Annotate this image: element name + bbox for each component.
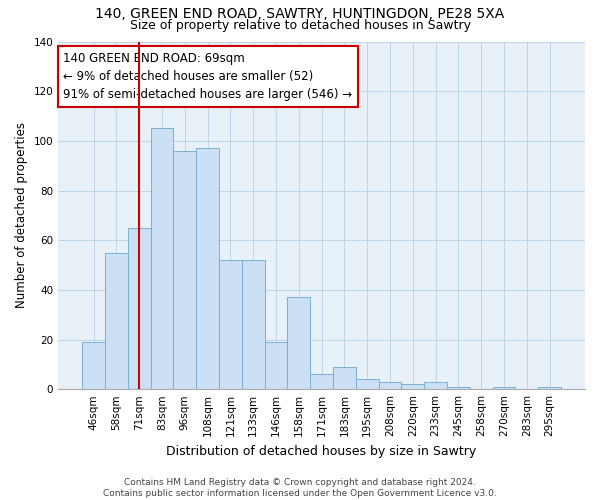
Text: 140 GREEN END ROAD: 69sqm
← 9% of detached houses are smaller (52)
91% of semi-d: 140 GREEN END ROAD: 69sqm ← 9% of detach… — [64, 52, 353, 101]
Bar — [287, 298, 310, 389]
Y-axis label: Number of detached properties: Number of detached properties — [15, 122, 28, 308]
Text: 140, GREEN END ROAD, SAWTRY, HUNTINGDON, PE28 5XA: 140, GREEN END ROAD, SAWTRY, HUNTINGDON,… — [95, 8, 505, 22]
Bar — [265, 342, 287, 389]
Text: Size of property relative to detached houses in Sawtry: Size of property relative to detached ho… — [130, 18, 470, 32]
Bar — [333, 367, 356, 389]
Bar — [538, 386, 561, 389]
Bar — [424, 382, 447, 389]
Bar — [447, 386, 470, 389]
Bar — [401, 384, 424, 389]
Bar — [219, 260, 242, 389]
Bar — [82, 342, 105, 389]
Bar — [379, 382, 401, 389]
Bar — [356, 379, 379, 389]
Bar — [105, 252, 128, 389]
Bar — [310, 374, 333, 389]
Bar — [493, 386, 515, 389]
Bar — [128, 228, 151, 389]
Bar — [151, 128, 173, 389]
Text: Contains HM Land Registry data © Crown copyright and database right 2024.
Contai: Contains HM Land Registry data © Crown c… — [103, 478, 497, 498]
X-axis label: Distribution of detached houses by size in Sawtry: Distribution of detached houses by size … — [166, 444, 477, 458]
Bar — [196, 148, 219, 389]
Bar — [173, 151, 196, 389]
Bar — [242, 260, 265, 389]
